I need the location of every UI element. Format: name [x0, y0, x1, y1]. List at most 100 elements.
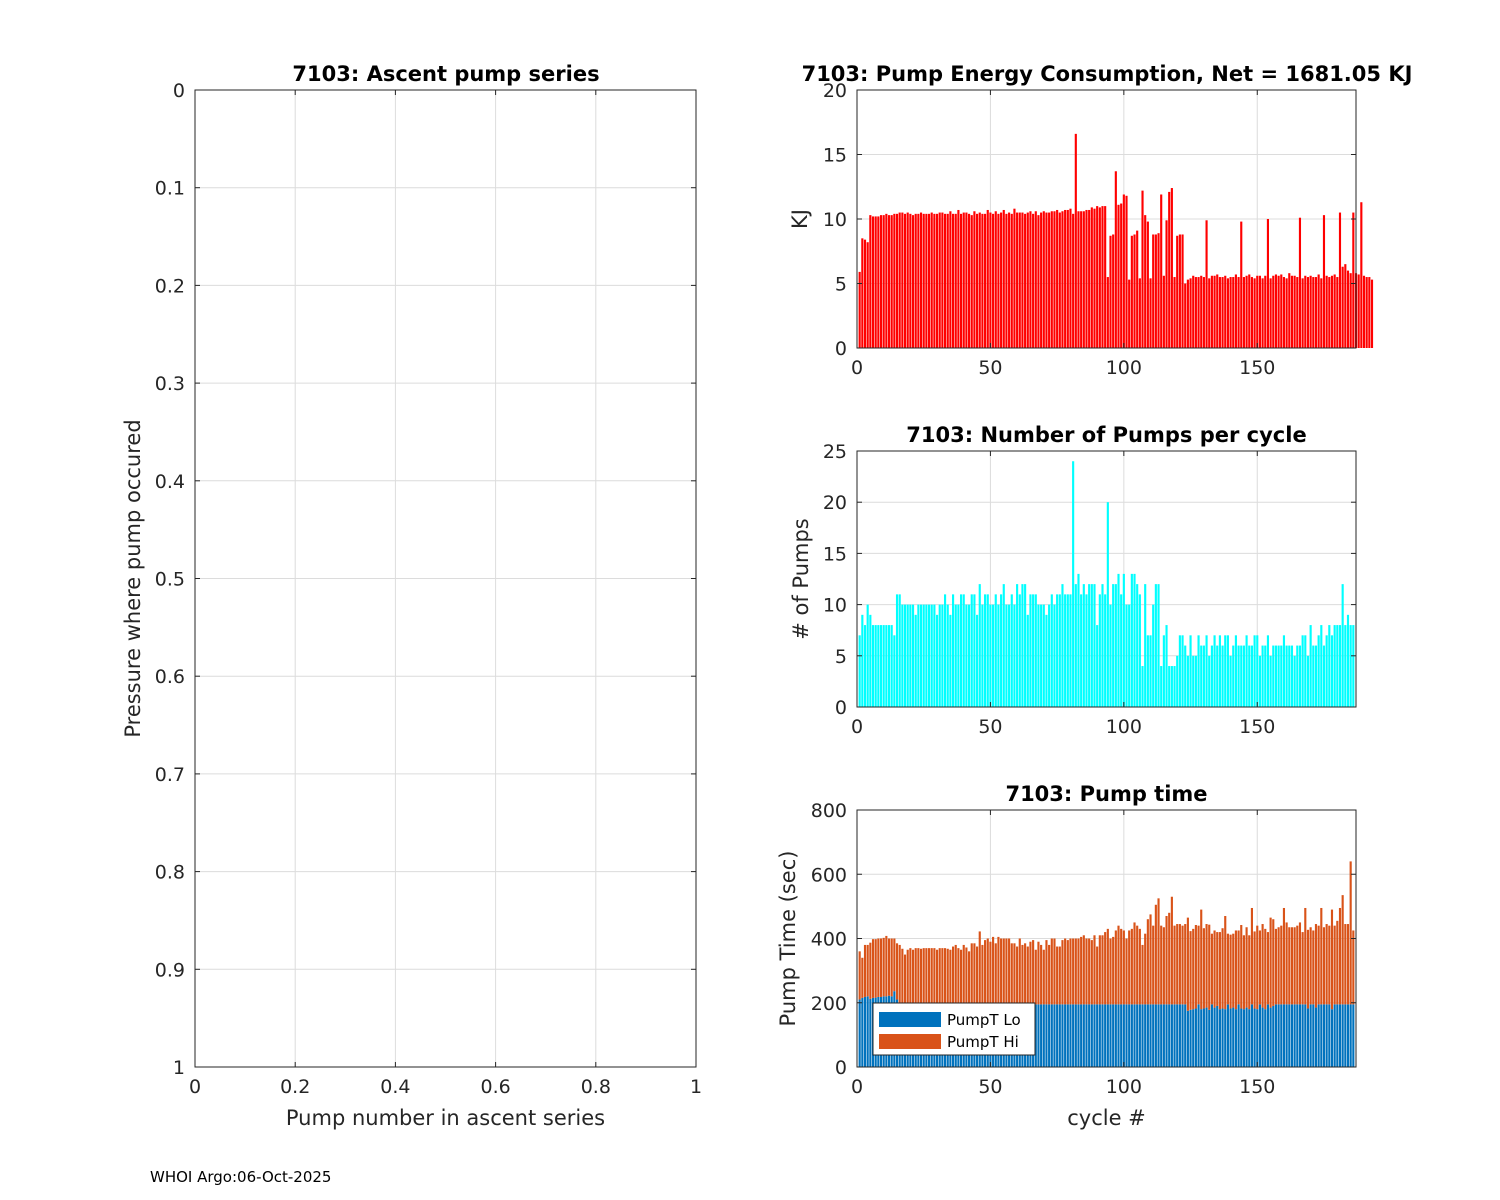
pumptime-hi-bar — [1085, 938, 1088, 1005]
pumps-bar — [1128, 604, 1131, 707]
ascent-xtick-label: 1 — [690, 1076, 702, 1098]
pumps-bar — [925, 604, 928, 707]
pumptime-lo-bar — [1277, 1004, 1280, 1067]
pumptime-lo-bar — [1162, 1004, 1165, 1067]
pumptime-hi-bar — [874, 939, 877, 998]
energy-bar — [935, 213, 939, 348]
pumptime-xtick-label: 0 — [851, 1076, 863, 1098]
pumptime-hi-bar — [1213, 930, 1216, 1008]
energy-bar — [1048, 212, 1051, 348]
ascent-ytick-label: 0.5 — [155, 569, 185, 591]
pumps-bar — [1306, 655, 1310, 707]
ascent-xtick-label: 0 — [189, 1076, 201, 1098]
energy-bar — [1000, 212, 1003, 348]
pumps-bar — [1192, 655, 1195, 707]
pumptime-lo-bar — [1045, 1004, 1048, 1067]
pumps-bar — [1349, 625, 1352, 707]
pumps-bar — [1218, 635, 1221, 707]
pumps-bar — [1058, 594, 1061, 707]
energy-bar — [1029, 211, 1032, 348]
pumptime-lo-bar — [1178, 1004, 1181, 1067]
pumptime-lo-bar — [1322, 1004, 1326, 1067]
pumptime-lo-bar — [1106, 1004, 1109, 1067]
pumps-bar — [1328, 625, 1331, 707]
energy-bar — [1112, 234, 1115, 348]
pumptime-hi-bar — [1074, 938, 1077, 1005]
pumps-bar — [1250, 645, 1253, 707]
energy-ytick-label: 20 — [823, 80, 847, 102]
pumps-bar — [984, 594, 987, 707]
energy-bar — [1205, 220, 1208, 348]
pumptime-hi-bar — [933, 948, 936, 1003]
pumptime-lo-bar — [1037, 1004, 1040, 1067]
pumptime-lo-bar — [1168, 1004, 1171, 1067]
energy-bar — [938, 212, 941, 348]
pumptime-hi-bar — [1349, 861, 1352, 1005]
pumptime-hi-bar — [1258, 930, 1262, 1005]
pumptime-lo-bar — [1261, 1007, 1264, 1067]
pumptime-lo-bar — [1040, 1004, 1043, 1067]
pumps-bar — [1309, 625, 1312, 707]
ascent-title: 7103: Ascent pump series — [292, 62, 599, 86]
energy-bar — [1266, 219, 1270, 348]
pumps-bar — [1018, 594, 1021, 707]
ascent-ytick-label: 0.2 — [155, 275, 185, 297]
energy-bar — [1200, 275, 1203, 348]
pumps-bar — [1152, 604, 1155, 707]
pumps-bar — [911, 604, 915, 707]
ascent-xtick-label: 0.2 — [280, 1076, 310, 1098]
pumps-bar — [1088, 584, 1091, 707]
pumptime-hi-bar — [1210, 933, 1213, 1005]
pumps-bar — [960, 594, 963, 707]
pumps-bar — [1325, 635, 1328, 707]
pumps-ytick-label: 20 — [823, 492, 847, 514]
energy-bar — [1242, 277, 1245, 348]
energy-bar — [1077, 211, 1080, 348]
pumptime-lo-bar — [1237, 1004, 1240, 1067]
pumptime-hi-bar — [1082, 935, 1085, 1005]
energy-bar — [1165, 220, 1168, 348]
pumptime-hi-bar — [989, 941, 992, 1003]
energy-bar — [1253, 278, 1256, 348]
pumptime-hi-bar — [1125, 938, 1128, 1005]
energy-bar — [941, 212, 944, 348]
pumptime-hi-bar — [1152, 925, 1155, 1005]
pumptime-lo-bar — [1274, 1004, 1278, 1067]
energy-xtick-label: 0 — [851, 357, 863, 379]
energy-bar — [1093, 208, 1096, 348]
energy-bar — [1288, 273, 1291, 348]
pumptime-lo-bar — [1205, 1007, 1208, 1067]
energy-bar — [871, 216, 875, 348]
pumptime-hi-bar — [981, 944, 984, 1003]
energy-bar — [1152, 234, 1155, 348]
energy-bar — [1192, 275, 1195, 348]
energy-bar — [1061, 211, 1064, 348]
pumptime-hi-bar — [1333, 925, 1336, 1005]
energy-bar — [1256, 275, 1259, 348]
pumps-bar — [946, 604, 949, 707]
energy-bar — [976, 213, 979, 348]
energy-ytick-label: 0 — [835, 338, 847, 360]
pumptime-lo-bar — [1160, 1004, 1163, 1067]
pumps-bar — [951, 594, 955, 707]
pumptime-hi-bar — [898, 944, 901, 1003]
energy-bar — [887, 215, 891, 348]
energy-bar — [949, 211, 952, 348]
pumps-ylabel: # of Pumps — [789, 518, 813, 640]
pumps-bar — [1240, 645, 1243, 707]
energy-bar — [1128, 279, 1131, 348]
pumps-bar — [1266, 635, 1270, 707]
pumptime-hi-bar — [1293, 927, 1296, 1005]
pumptime-hi-bar — [1034, 949, 1037, 1005]
pumps-bar — [933, 604, 936, 707]
pumps-bar — [1208, 655, 1211, 707]
energy-bar — [1069, 208, 1072, 348]
pumps-bar — [930, 604, 933, 707]
pumptime-lo-bar — [1272, 1005, 1275, 1067]
energy-bar — [1114, 171, 1117, 348]
pumptime-hi-bar — [1346, 924, 1350, 1005]
energy-bar — [1234, 274, 1237, 348]
pumptime-hi-bar — [1013, 943, 1016, 1005]
pumptime-lo-bar — [1152, 1004, 1155, 1067]
energy-bar — [1186, 279, 1189, 348]
